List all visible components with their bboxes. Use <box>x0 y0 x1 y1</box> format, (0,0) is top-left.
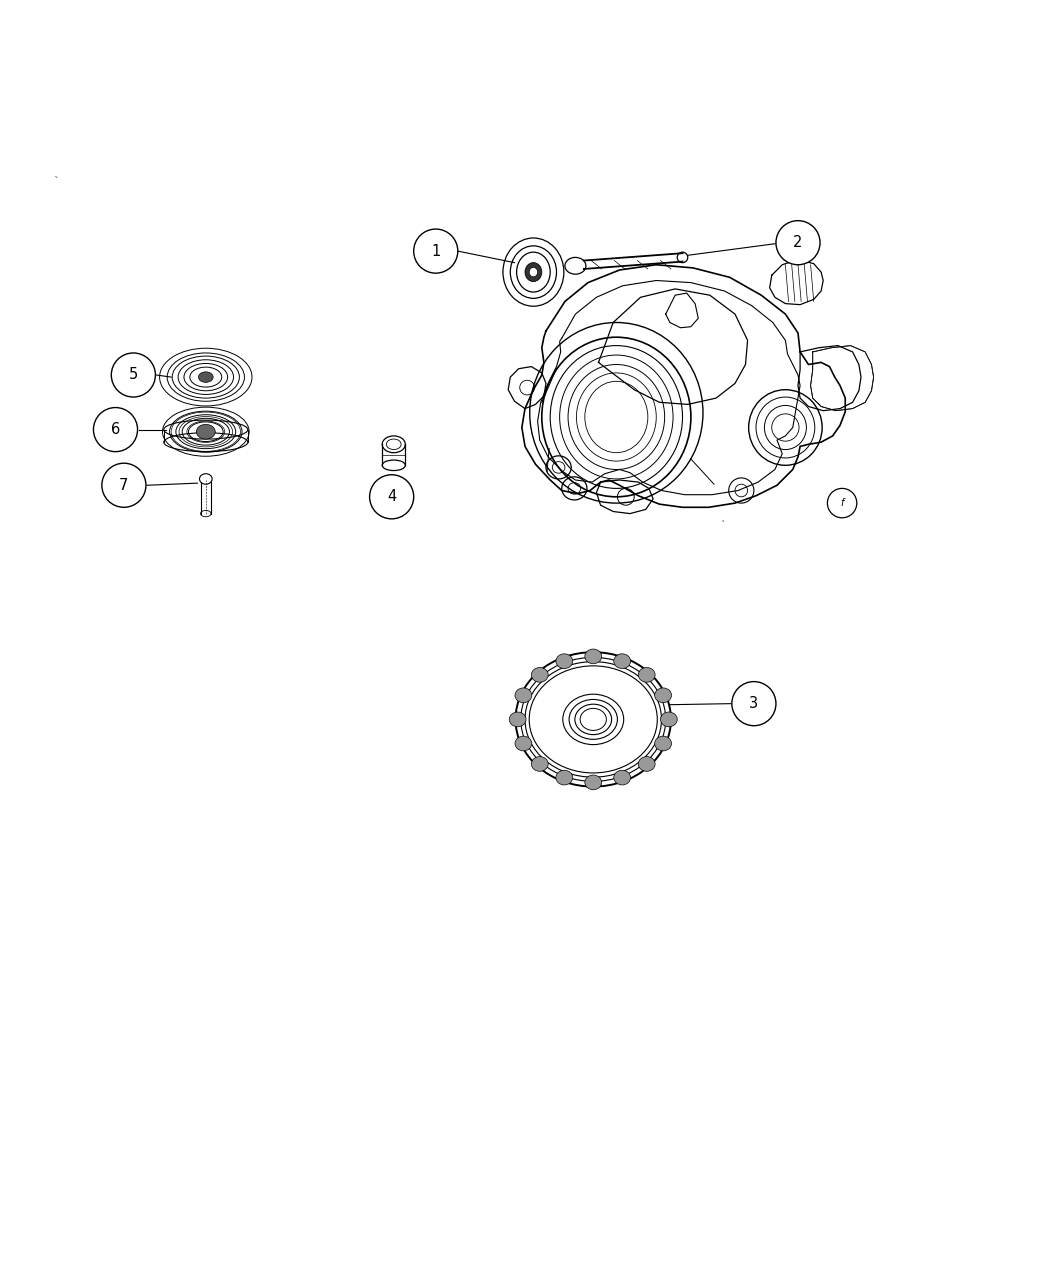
Ellipse shape <box>164 432 248 451</box>
Ellipse shape <box>509 711 526 727</box>
Ellipse shape <box>198 372 213 382</box>
Ellipse shape <box>580 709 607 731</box>
Circle shape <box>111 353 155 397</box>
Ellipse shape <box>555 770 572 785</box>
Circle shape <box>93 408 138 451</box>
Text: 2: 2 <box>794 235 802 250</box>
Ellipse shape <box>638 668 655 682</box>
Ellipse shape <box>531 756 548 771</box>
Text: 3: 3 <box>750 696 758 711</box>
Ellipse shape <box>585 649 602 664</box>
Ellipse shape <box>655 736 672 751</box>
Ellipse shape <box>525 263 542 282</box>
Ellipse shape <box>614 770 631 785</box>
Text: f: f <box>840 499 844 509</box>
Ellipse shape <box>531 668 548 682</box>
Ellipse shape <box>638 756 655 771</box>
Text: 4: 4 <box>387 490 396 505</box>
Ellipse shape <box>517 252 550 292</box>
Circle shape <box>827 488 857 518</box>
Ellipse shape <box>555 654 572 668</box>
Ellipse shape <box>585 775 602 789</box>
Circle shape <box>102 463 146 507</box>
Circle shape <box>370 474 414 519</box>
Ellipse shape <box>516 653 671 787</box>
Ellipse shape <box>614 654 631 668</box>
Ellipse shape <box>655 688 672 703</box>
Text: 1: 1 <box>432 244 440 259</box>
Circle shape <box>776 221 820 265</box>
Ellipse shape <box>200 474 212 484</box>
Ellipse shape <box>660 711 677 727</box>
Text: 5: 5 <box>129 367 138 382</box>
Text: `: ` <box>52 177 59 187</box>
Ellipse shape <box>529 268 538 277</box>
Circle shape <box>414 230 458 273</box>
Ellipse shape <box>565 258 586 274</box>
Text: 7: 7 <box>120 478 128 492</box>
Ellipse shape <box>514 688 531 703</box>
Ellipse shape <box>382 436 405 453</box>
Circle shape <box>732 682 776 725</box>
Ellipse shape <box>196 425 215 439</box>
Text: .: . <box>720 511 724 525</box>
Ellipse shape <box>514 736 531 751</box>
Text: 6: 6 <box>111 422 120 437</box>
